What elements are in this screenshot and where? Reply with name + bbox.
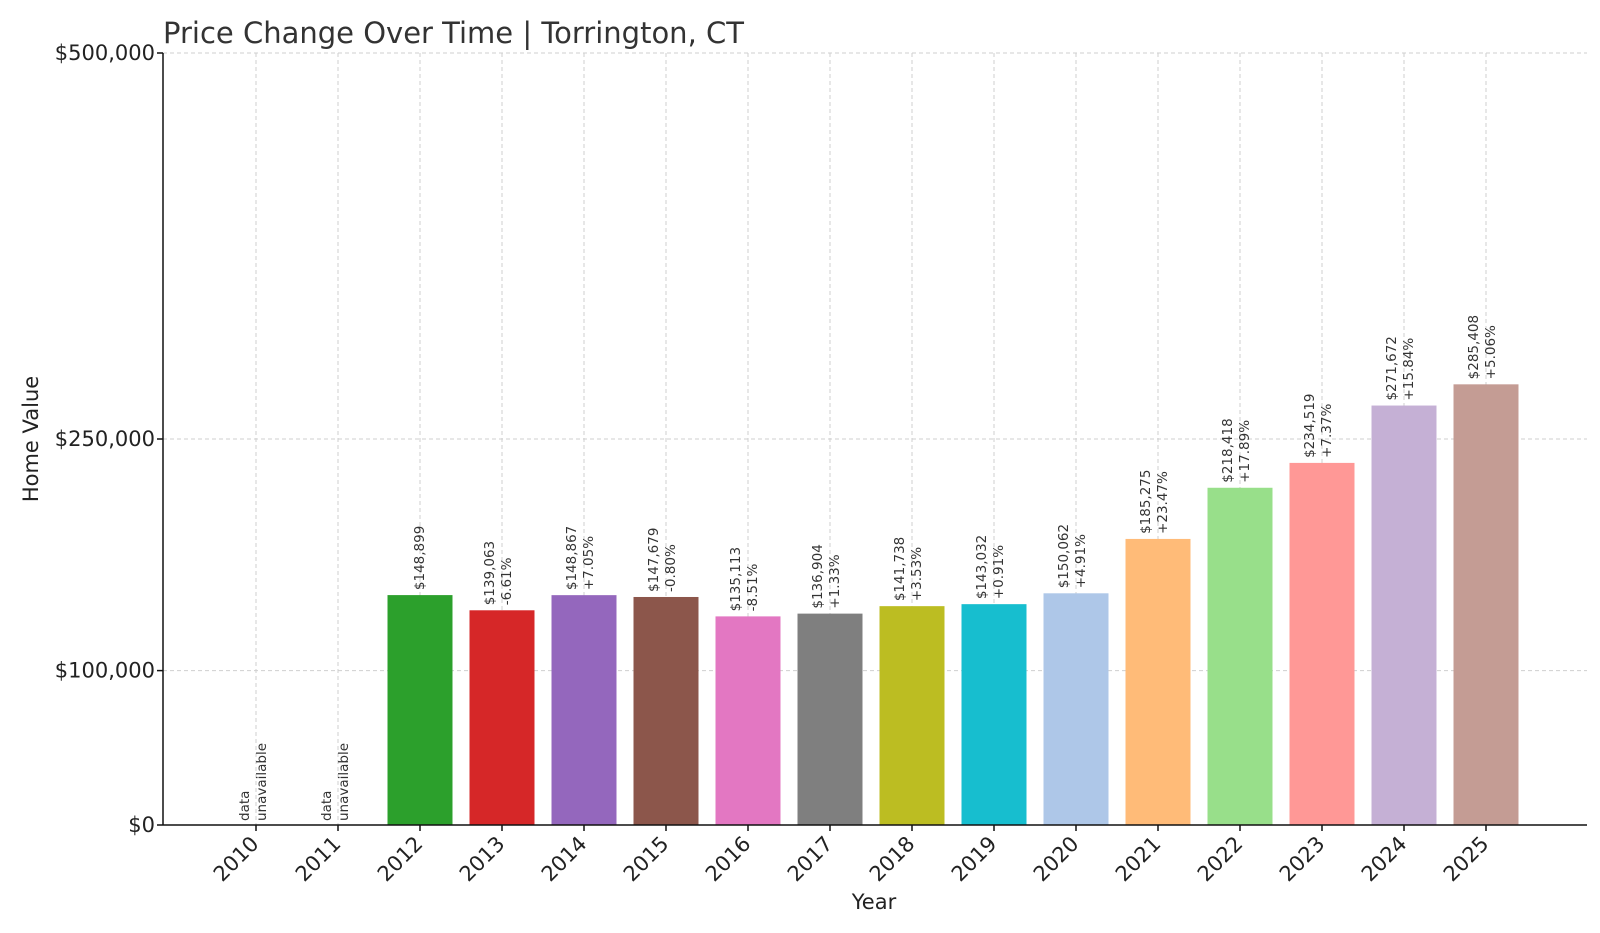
bar-value-text: $143,032: [974, 535, 990, 599]
x-tick-label: 2018: [865, 832, 920, 887]
bar-value-text: $141,738: [892, 537, 908, 601]
y-tick-label: $500,000: [55, 41, 155, 65]
bars: [387, 384, 1519, 825]
y-tick-label: $0: [128, 813, 155, 837]
bar: [879, 606, 945, 825]
bar-value-text: $148,899: [412, 526, 428, 590]
bar-value-text: $147,679: [646, 528, 662, 592]
bar-value-text: $135,113: [728, 547, 744, 611]
bar: [961, 604, 1027, 825]
bar-value-label: $135,113-8.51%: [728, 547, 761, 611]
bar-change-text: +15.84%: [1401, 338, 1417, 401]
bar-value-text: $148,867: [564, 526, 580, 590]
bar-change-text: +7.37%: [1319, 404, 1335, 458]
bar-value-label: $234,519+7.37%: [1302, 393, 1335, 457]
unavailable-line-2: unavailable: [336, 743, 352, 821]
bar-change-text: +1.33%: [827, 554, 843, 608]
x-axis-label: Year: [851, 890, 897, 914]
bar-value-text: $185,275: [1138, 470, 1154, 534]
bar-value-text: $271,672: [1384, 336, 1400, 400]
bar: [551, 595, 617, 825]
bar-value-label: $136,904+1.33%: [810, 544, 843, 608]
bar-value-text: $285,408: [1466, 315, 1482, 379]
data-unavailable-label: dataunavailable: [319, 743, 352, 821]
y-axis-ticks: $0 $100,000 $250,000 $500,000: [55, 41, 163, 837]
unavailable-line-2: unavailable: [254, 743, 270, 821]
x-tick-label: 2020: [1029, 832, 1084, 887]
bar-value-label: $271,672+15.84%: [1384, 336, 1417, 400]
bar-change-text: +17.89%: [1237, 420, 1253, 483]
x-tick-label: 2013: [455, 832, 510, 887]
chart-title: Price Change Over Time | Torrington, CT: [163, 16, 744, 50]
bar-change-text: +0.91%: [991, 545, 1007, 599]
bar: [1125, 538, 1191, 825]
bar-value-label: $143,032+0.91%: [974, 535, 1007, 599]
y-tick-label: $100,000: [55, 659, 155, 683]
x-tick-label: 2016: [701, 832, 756, 887]
bar-value-label: $147,679-0.80%: [646, 528, 679, 592]
bar-value-label: $218,418+17.89%: [1220, 418, 1253, 482]
bar-value-label: $185,275+23.47%: [1138, 470, 1171, 534]
x-tick-label: 2019: [947, 832, 1002, 887]
data-unavailable-label: dataunavailable: [237, 743, 270, 821]
bar-change-text: +23.47%: [1155, 471, 1171, 534]
bar-value-label: $148,867+7.05%: [564, 526, 597, 590]
x-tick-label: 2015: [619, 832, 674, 887]
bar-value-text: $218,418: [1220, 418, 1236, 482]
bar: [469, 610, 535, 825]
x-tick-label: 2010: [209, 832, 264, 887]
bar-change-text: -0.80%: [663, 544, 679, 592]
y-axis-label: Home Value: [19, 376, 43, 502]
bar: [1043, 593, 1109, 825]
x-tick-label: 2014: [537, 832, 592, 887]
bar-change-text: -8.51%: [745, 563, 761, 611]
bar-change-text: -6.61%: [499, 557, 515, 605]
bar-value-text: $234,519: [1302, 393, 1318, 457]
unavailable-line-1: data: [319, 791, 335, 821]
x-tick-label: 2012: [373, 832, 428, 887]
bar-value-label: $150,062+4.91%: [1056, 524, 1089, 588]
bar: [797, 613, 863, 825]
bar-value-label: $148,899: [412, 526, 428, 590]
bar: [1371, 405, 1437, 825]
x-tick-label: 2021: [1111, 832, 1166, 887]
bar-value-label: $141,738+3.53%: [892, 537, 925, 601]
bar: [387, 595, 453, 825]
x-axis-ticks: 2010 2011 2012 2013 2014 2015 2016 2017 2018 2019…: [209, 825, 1494, 886]
y-tick-label: $250,000: [55, 427, 155, 451]
bar-change-text: +7.05%: [581, 536, 597, 590]
bar: [715, 616, 781, 825]
bar-value-text: $150,062: [1056, 524, 1072, 588]
bar-value-text: $136,904: [810, 544, 826, 608]
bar-change-text: +5.06%: [1483, 325, 1499, 379]
x-tick-label: 2011: [291, 832, 346, 887]
x-tick-label: 2023: [1275, 832, 1330, 887]
bar: [1207, 487, 1273, 825]
bar: [1289, 462, 1355, 825]
bar-value-text: $139,063: [482, 541, 498, 605]
x-tick-label: 2024: [1357, 832, 1412, 887]
grid: [163, 52, 1587, 825]
unavailable-line-1: data: [237, 791, 253, 821]
bar: [1453, 384, 1519, 825]
bar-value-label: $139,063-6.61%: [482, 541, 515, 605]
bar-change-text: +4.91%: [1073, 534, 1089, 588]
x-tick-label: 2025: [1439, 832, 1494, 887]
bar-labels: dataunavailable dataunavailable$148,899 $1…: [237, 315, 1499, 821]
bar: [633, 596, 699, 825]
x-tick-label: 2022: [1193, 832, 1248, 887]
bar-change-text: +3.53%: [909, 547, 925, 601]
x-tick-label: 2017: [783, 832, 838, 887]
bar-value-label: $285,408+5.06%: [1466, 315, 1499, 379]
